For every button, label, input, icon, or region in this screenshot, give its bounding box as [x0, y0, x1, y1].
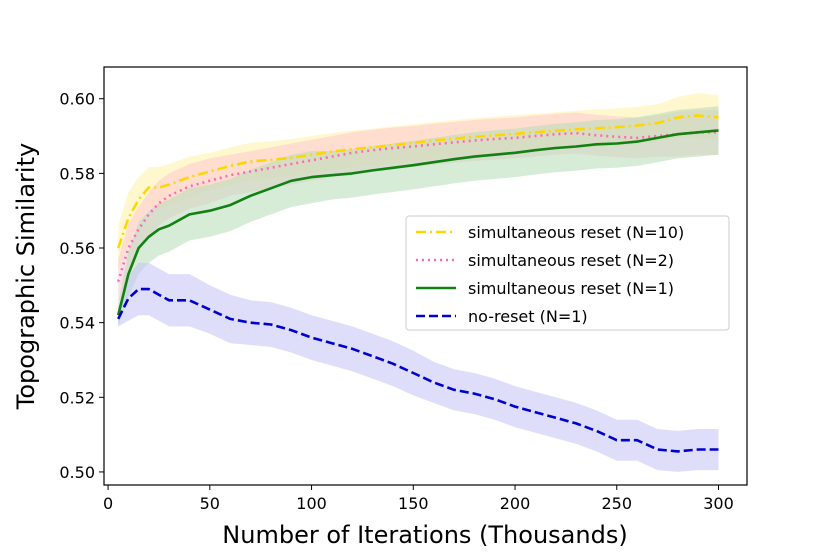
y-tick-label: 0.60 — [59, 90, 95, 109]
line-series-1 — [116, 114, 719, 249]
legend-box — [405, 215, 730, 331]
x-tick-label: 50 — [200, 494, 220, 513]
legend-label-3: simultaneous reset (N=1) — [468, 279, 674, 298]
confidence-bands — [118, 93, 719, 472]
legend: simultaneous reset (N=10) simultaneous re… — [405, 215, 730, 331]
series-lines — [116, 114, 719, 453]
plot-frame — [103, 66, 748, 486]
line-series-4 — [117, 287, 719, 453]
band-series-4 — [118, 262, 719, 472]
x-tick-label: 150 — [398, 494, 429, 513]
band-series-2 — [118, 109, 719, 305]
x-tick-label: 100 — [296, 494, 327, 513]
line-series-2 — [116, 131, 719, 282]
y-axis-label: Topographic Similarity — [12, 143, 40, 410]
y-axis-ticks: 0.50 0.52 0.54 0.56 0.58 0.60 — [59, 90, 104, 482]
legend-label-2: simultaneous reset (N=2) — [468, 251, 674, 270]
legend-label-1: simultaneous reset (N=10) — [468, 223, 684, 242]
x-tick-label: 300 — [703, 494, 734, 513]
y-tick-label: 0.58 — [59, 164, 95, 183]
legend-label-4: no-reset (N=1) — [468, 307, 588, 326]
x-tick-label: 200 — [500, 494, 531, 513]
x-tick-label: 0 — [103, 494, 113, 513]
x-tick-label: 250 — [601, 494, 632, 513]
x-axis-ticks: 0 50 100 150 200 250 300 — [103, 485, 734, 513]
y-tick-label: 0.52 — [59, 388, 95, 407]
y-tick-label: 0.56 — [59, 239, 95, 258]
band-series-3 — [118, 106, 719, 327]
y-tick-label: 0.54 — [59, 314, 95, 333]
x-axis-label: Number of Iterations (Thousands) — [222, 521, 627, 549]
y-tick-label: 0.50 — [59, 463, 95, 482]
line-series-3 — [116, 129, 719, 316]
